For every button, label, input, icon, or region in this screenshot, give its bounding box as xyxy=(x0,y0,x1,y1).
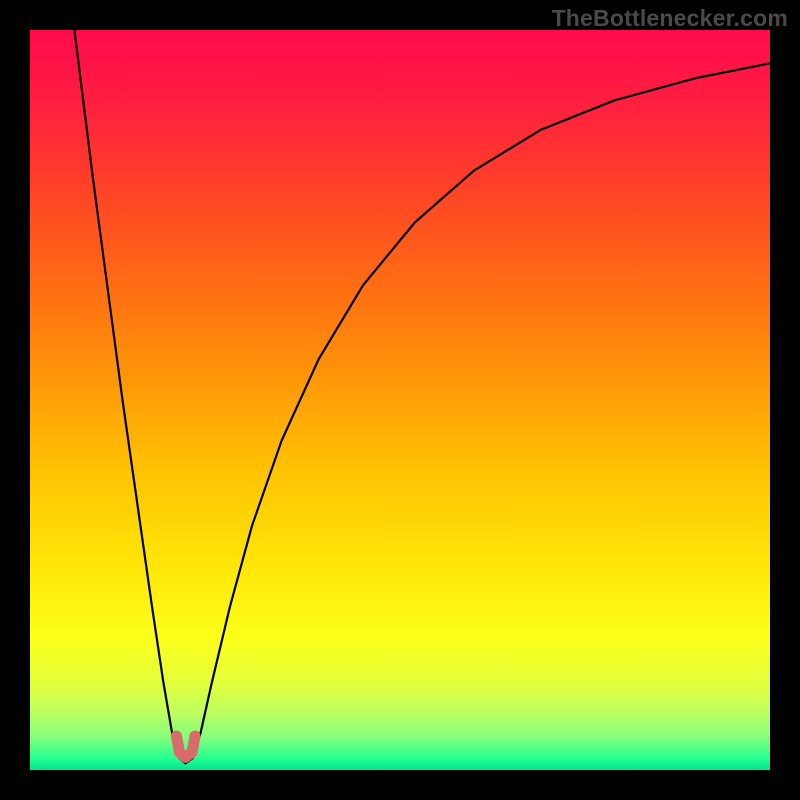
watermark-text: TheBottlenecker.com xyxy=(552,5,788,32)
optimum-marker xyxy=(177,736,196,757)
chart-svg xyxy=(0,0,800,800)
bottleneck-curve xyxy=(74,30,770,763)
